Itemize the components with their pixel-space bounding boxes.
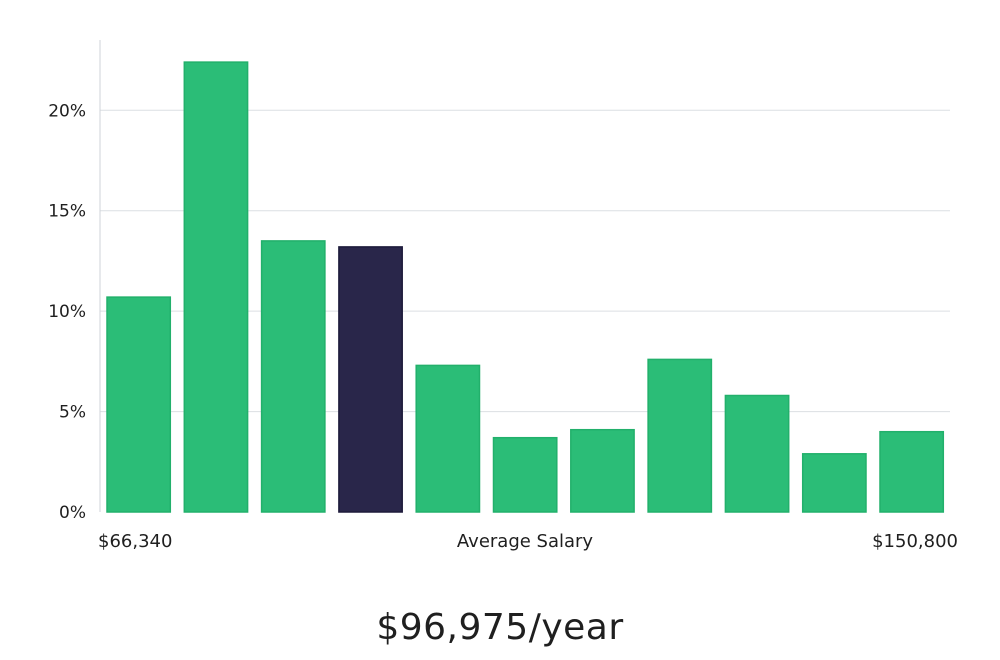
x-max-label: $150,800 [872, 531, 958, 552]
bar [801, 453, 867, 513]
y-tick-label: 15% [48, 202, 86, 222]
bar [415, 364, 481, 513]
bar [492, 436, 558, 513]
bar [570, 428, 635, 513]
bar [260, 240, 326, 513]
bar [183, 61, 249, 513]
y-tick-label: 10% [48, 302, 86, 322]
y-tick-label: 5% [59, 403, 86, 423]
y-axis-ticks: 0% 5% 10% 15% 20% [48, 101, 86, 523]
x-center-label: Average Salary [457, 531, 594, 552]
y-tick-label: 20% [48, 101, 86, 121]
bar [647, 358, 713, 513]
bar [106, 296, 172, 513]
x-min-label: $66,340 [98, 531, 172, 552]
highlighted-bar [338, 246, 403, 513]
bar [879, 430, 945, 513]
salary-histogram: 0% 5% 10% 15% 20% $66,340 Average Salary $15… [48, 40, 958, 552]
bars [106, 61, 945, 513]
bar [724, 394, 790, 513]
y-tick-label: 0% [59, 503, 86, 523]
average-salary-value: $96,975/year [376, 607, 624, 648]
